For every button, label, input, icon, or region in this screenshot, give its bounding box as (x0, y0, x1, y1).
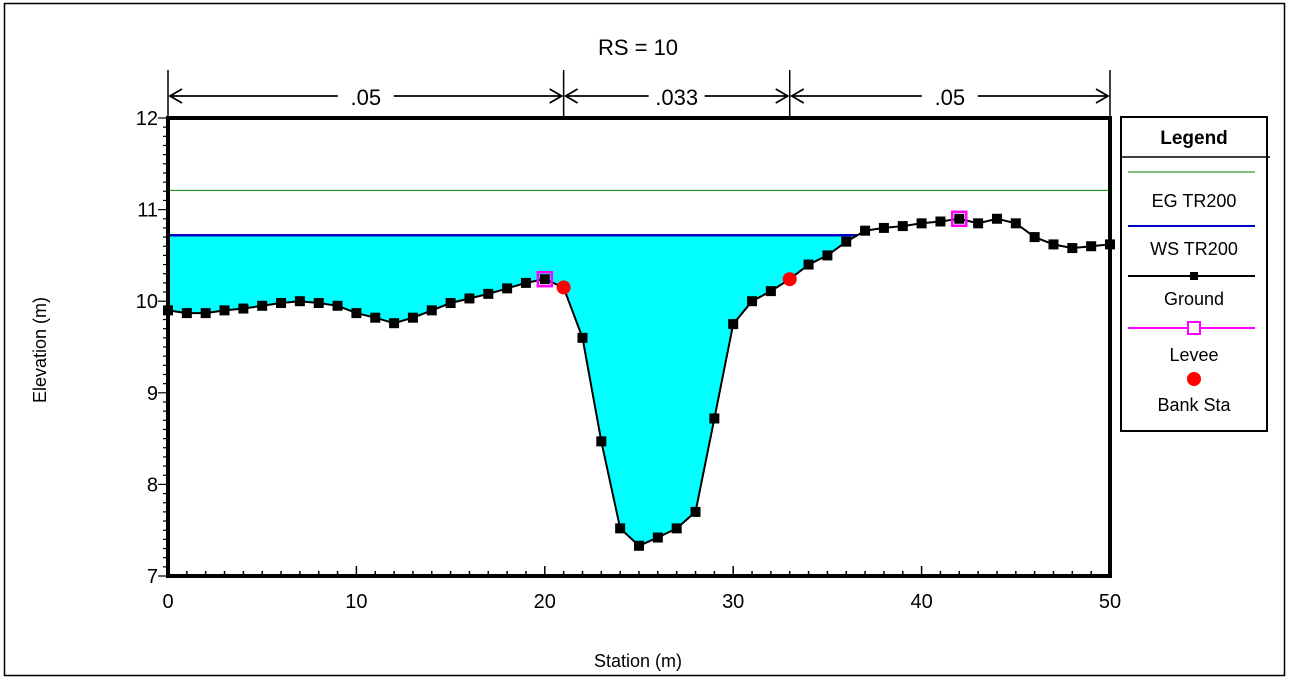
manning-n-label: .05 (351, 85, 382, 110)
ground-point (728, 319, 739, 330)
ground-point (671, 523, 682, 534)
ground-point (1067, 243, 1078, 254)
ground-point (822, 250, 833, 261)
x-tick-label: 50 (1099, 591, 1121, 613)
levee-marker (536, 270, 554, 288)
ground-point (803, 259, 814, 270)
ground-point (1086, 241, 1097, 252)
manning-arrowhead (1095, 88, 1110, 104)
ground-point (445, 298, 456, 309)
ground-point (332, 300, 343, 311)
ground-point (634, 540, 644, 551)
ground-point (916, 218, 927, 229)
manning-n-label: .05 (935, 85, 966, 110)
ground-point (991, 213, 1002, 224)
ground-point (897, 221, 908, 232)
y-axis-label: Elevation (m) (30, 297, 50, 403)
plot-area (163, 189, 1115, 551)
y-tick-label: 8 (147, 474, 158, 496)
manning-arrowhead (563, 88, 579, 104)
chart-title: RS = 10 (598, 35, 678, 60)
ground-point (238, 303, 249, 314)
ground-point (464, 293, 475, 304)
y-tick-label: 10 (136, 291, 158, 313)
manning-arrowhead (789, 88, 805, 104)
ground-point (747, 296, 758, 307)
ground-point (954, 213, 965, 224)
outer-border (3, 2, 1286, 677)
ground-point (539, 274, 550, 285)
ground-point (200, 308, 211, 319)
ground-point (520, 277, 531, 288)
legend-ground-label: Ground (1164, 289, 1224, 309)
ground-point (219, 305, 230, 316)
ground-point (765, 286, 776, 297)
ground-point (709, 413, 720, 424)
ground-point (483, 288, 494, 299)
y-tick-label: 9 (147, 383, 158, 405)
ground-point (389, 318, 400, 329)
ground-point (973, 218, 984, 229)
ground-point (1048, 239, 1059, 250)
bank-station-marker (556, 280, 571, 295)
ground-point (370, 312, 381, 323)
x-axis-label: Station (m) (594, 651, 682, 671)
bank-station-marker (782, 272, 797, 287)
manning-n-label: .033 (655, 85, 698, 110)
x-tick-label: 10 (345, 591, 367, 613)
ground-point (577, 332, 588, 343)
legend-ws-label: WS TR200 (1150, 239, 1238, 259)
ground-point (878, 222, 889, 233)
legend-levee-marker (1187, 321, 1201, 335)
legend-ground-marker (1190, 272, 1198, 280)
ground-point (596, 436, 607, 447)
ground-point (615, 523, 626, 534)
ground-point (841, 236, 852, 247)
ground-point (407, 312, 418, 323)
x-tick-label: 30 (722, 591, 744, 613)
ground-point (1010, 218, 1021, 229)
legend-title: Legend (1160, 128, 1228, 149)
ground-point (1029, 232, 1040, 243)
legend-levee-label: Levee (1169, 345, 1218, 365)
ground-point (690, 506, 701, 517)
ground-point (935, 216, 946, 227)
x-tick-label: 20 (534, 591, 556, 613)
x-tick-label: 0 (162, 591, 173, 613)
ground-point (351, 308, 362, 319)
manning-arrowhead (775, 88, 790, 104)
ground-point (181, 308, 192, 319)
levee-marker (951, 210, 968, 228)
ground-point (426, 305, 437, 316)
ground-point (502, 283, 513, 294)
ground-point (313, 298, 324, 309)
ground-point (294, 296, 305, 307)
y-tick-label: 12 (136, 108, 158, 130)
legend-bank-marker (1187, 372, 1201, 386)
y-tick-label: 7 (147, 566, 158, 588)
ground-point (276, 298, 287, 309)
ground-point (652, 532, 663, 543)
legend: Legend EG TR200 WS TR200 Ground Levee Ba… (1120, 116, 1270, 432)
ground-point (860, 225, 871, 236)
x-tick-label: 40 (910, 591, 932, 613)
manning-arrowhead (168, 88, 183, 104)
ground-point (257, 300, 268, 311)
legend-bank-label: Bank Sta (1157, 395, 1231, 415)
water-fill-area (168, 235, 858, 546)
y-tick-label: 11 (137, 200, 158, 222)
legend-eg-label: EG TR200 (1152, 191, 1237, 211)
axes: 0 10 20 30 40 50 7 8 9 10 11 12 (136, 108, 1121, 613)
manning-arrowhead (549, 88, 564, 104)
manning-n-annotations: .05 .033 .05 (167, 70, 1111, 118)
